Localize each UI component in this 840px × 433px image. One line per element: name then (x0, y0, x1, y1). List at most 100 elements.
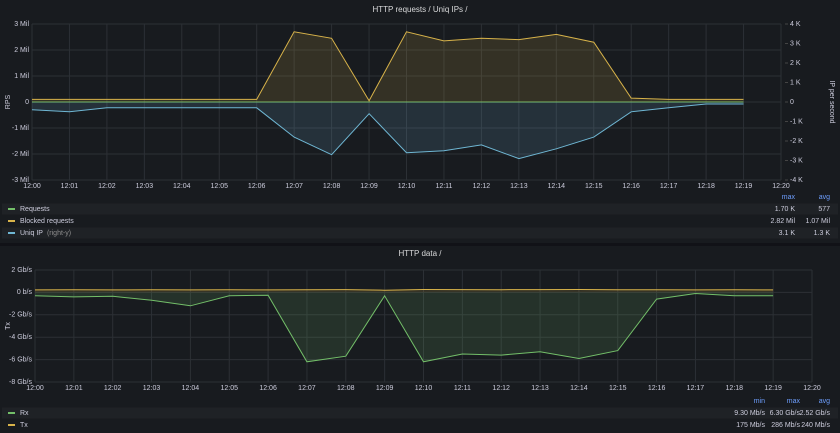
legend-row-bg (2, 407, 838, 419)
x-tick-label: 12:04 (173, 183, 191, 190)
legend-row-bg (2, 203, 838, 215)
x-tick-label: 12:06 (259, 385, 277, 392)
x-tick-label: 12:18 (726, 385, 744, 392)
y2-tick-label: 1 K (790, 79, 801, 86)
x-tick-label: 12:17 (660, 183, 678, 190)
x-tick-label: 12:04 (182, 385, 200, 392)
series-area (32, 102, 744, 159)
legend-stat: 286 Mb/s (771, 422, 800, 429)
x-tick-label: 12:14 (570, 385, 588, 392)
y-tick-label: -4 Gb/s (9, 334, 32, 341)
x-tick-label: 12:08 (337, 385, 355, 392)
y-tick-label: 2 Mil (14, 47, 29, 54)
y-tick-label: -8 Gb/s (9, 379, 32, 386)
y2-tick-label: -1 K (790, 118, 803, 125)
x-tick-label: 12:07 (298, 385, 316, 392)
panel-title: HTTP data / (399, 249, 443, 258)
series-line (34, 288, 774, 291)
legend-stat: 2.82 Mil (770, 218, 795, 225)
y-axis-label: RPS (5, 94, 12, 109)
y-tick-label: -3 Mil (12, 177, 30, 184)
legend-entry: Blocked requests (20, 218, 74, 225)
x-tick-label: 12:10 (415, 385, 433, 392)
series-area (35, 292, 774, 362)
legend-stat: 1.70 K (775, 206, 796, 213)
x-tick-label: 12:17 (687, 385, 705, 392)
x-tick-label: 12:13 (510, 183, 528, 190)
x-tick-label: 12:01 (61, 183, 79, 190)
y-tick-label: 0 b/s (17, 289, 33, 296)
legend-column-header: avg (819, 398, 830, 405)
panel-1 (0, 0, 840, 243)
legend-entry: Rx (20, 410, 29, 417)
legend-row-bg (2, 227, 838, 239)
legend-suffix: (right-y) (47, 230, 71, 237)
legend-stat: 1.07 Mil (805, 218, 830, 225)
legend-column-header: min (754, 398, 765, 405)
x-tick-label: 12:00 (23, 183, 41, 190)
legend-row-bg (2, 215, 838, 227)
legend-column-header: avg (819, 194, 830, 201)
x-tick-label: 12:15 (585, 183, 603, 190)
x-tick-label: 12:00 (26, 385, 44, 392)
x-tick-label: 12:12 (473, 183, 491, 190)
series-line (32, 31, 744, 102)
y-axis-label: Tx (5, 322, 12, 330)
legend-entry: Tx (20, 422, 28, 429)
x-tick-label: 12:05 (220, 385, 238, 392)
series-line (31, 103, 744, 160)
y2-tick-label: 2 K (790, 60, 801, 67)
y2-tick-label: -3 K (790, 157, 803, 164)
x-tick-label: 12:02 (98, 183, 116, 190)
x-tick-label: 12:11 (454, 385, 471, 392)
x-tick-label: 12:18 (697, 183, 715, 190)
x-tick-label: 12:02 (104, 385, 122, 392)
x-tick-label: 12:09 (376, 385, 394, 392)
y-tick-label: 1 Mil (14, 73, 29, 80)
y2-tick-label: -4 K (790, 177, 803, 184)
y-tick-label: -1 Mil (12, 125, 30, 132)
x-tick-label: 12:12 (492, 385, 510, 392)
x-tick-label: 12:20 (803, 385, 821, 392)
legend-stat: 175 Mb/s (736, 422, 765, 429)
x-tick-label: 12:16 (648, 385, 666, 392)
panel-2 (0, 246, 840, 433)
x-tick-label: 12:01 (65, 385, 83, 392)
panel-title: HTTP requests / Uniq IPs / (373, 5, 469, 14)
y-tick-label: -2 Gb/s (9, 312, 32, 319)
y2-tick-label: 3 K (790, 40, 801, 47)
legend-stat: 9.30 Mb/s (734, 410, 765, 417)
y2-axis-label: IP per second (828, 80, 835, 123)
x-tick-label: 12:05 (210, 183, 228, 190)
legend-entry: Requests (20, 206, 50, 213)
x-tick-label: 12:03 (143, 385, 161, 392)
legend-stat: 6.30 Gb/s (770, 410, 801, 417)
y2-tick-label: 4 K (790, 21, 801, 28)
legend-stat: 3.1 K (779, 230, 796, 237)
legend-stat: 1.3 K (814, 230, 831, 237)
y2-tick-label: 0 (790, 99, 794, 106)
x-tick-label: 12:15 (609, 385, 627, 392)
x-tick-label: 12:19 (764, 385, 782, 392)
legend-entry: Uniq IP (20, 230, 43, 237)
x-tick-label: 12:14 (548, 183, 566, 190)
y-tick-label: 3 Mil (14, 21, 29, 28)
x-tick-label: 12:11 (435, 183, 452, 190)
legend-column-header: max (782, 194, 796, 201)
x-tick-label: 12:06 (248, 183, 266, 190)
series-line (34, 292, 774, 363)
legend-row-bg (2, 419, 838, 431)
y-tick-label: 0 (25, 99, 29, 106)
legend-stat: 240 Mb/s (801, 422, 830, 429)
x-tick-label: 12:16 (622, 183, 640, 190)
y-tick-label: -2 Mil (12, 151, 30, 158)
x-tick-label: 12:08 (323, 183, 341, 190)
x-tick-label: 12:10 (398, 183, 416, 190)
x-tick-label: 12:20 (772, 183, 790, 190)
legend-stat: 2.52 Gb/s (800, 410, 831, 417)
y-tick-label: -6 Gb/s (9, 356, 32, 363)
y-tick-label: 2 Gb/s (11, 267, 32, 274)
x-tick-label: 12:13 (531, 385, 549, 392)
